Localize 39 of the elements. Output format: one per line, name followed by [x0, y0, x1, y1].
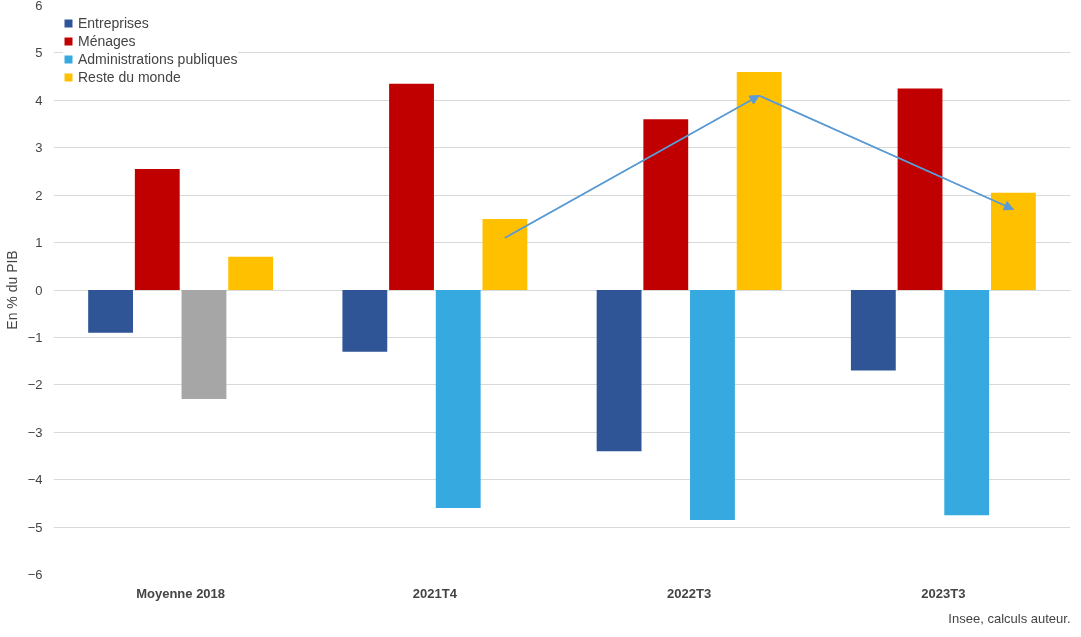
y-tick-label: 4	[35, 92, 43, 108]
bar	[342, 290, 388, 352]
text: Insee, calculs auteur.	[948, 610, 1071, 626]
y-tick-label: −5	[27, 519, 43, 535]
legend-label: Entreprises	[78, 15, 149, 31]
x-tick-label: 2021T4	[412, 585, 458, 601]
bar	[690, 290, 735, 520]
legend-label: Ménages	[78, 33, 136, 49]
bar	[228, 256, 274, 290]
legend-label: Reste du monde	[78, 69, 181, 85]
y-tick-label: −1	[27, 329, 43, 345]
y-tick-label: −6	[27, 567, 43, 582]
bar	[482, 218, 528, 290]
bar	[990, 192, 1036, 290]
legend-label: Administrations publiques	[78, 51, 238, 67]
y-tick-label: −2	[27, 377, 43, 393]
bar	[944, 290, 990, 516]
y-tick-label: 3	[35, 140, 43, 156]
bar	[88, 290, 134, 333]
bar	[850, 290, 896, 371]
bar	[435, 290, 481, 509]
x-tick-label: Moyenne 2018	[136, 585, 226, 601]
bar	[181, 290, 227, 400]
y-tick-label: 5	[35, 45, 43, 61]
y-tick-label: 2	[35, 187, 43, 203]
y-tick-label: 1	[35, 235, 43, 251]
y-tick-label: 0	[35, 282, 43, 298]
bar	[643, 119, 689, 290]
bar	[596, 290, 642, 452]
y-tick-label: 6	[35, 0, 43, 13]
y-tick-label: −3	[27, 424, 43, 440]
bar	[736, 71, 782, 290]
bar	[897, 88, 943, 290]
y-tick-label: −4	[27, 472, 43, 488]
bar	[134, 169, 180, 290]
x-tick-label: 2023T3	[921, 585, 966, 601]
x-tick-label: 2022T3	[667, 585, 712, 601]
y-axis-title: En % du PIB	[3, 250, 20, 330]
bar	[389, 83, 434, 290]
